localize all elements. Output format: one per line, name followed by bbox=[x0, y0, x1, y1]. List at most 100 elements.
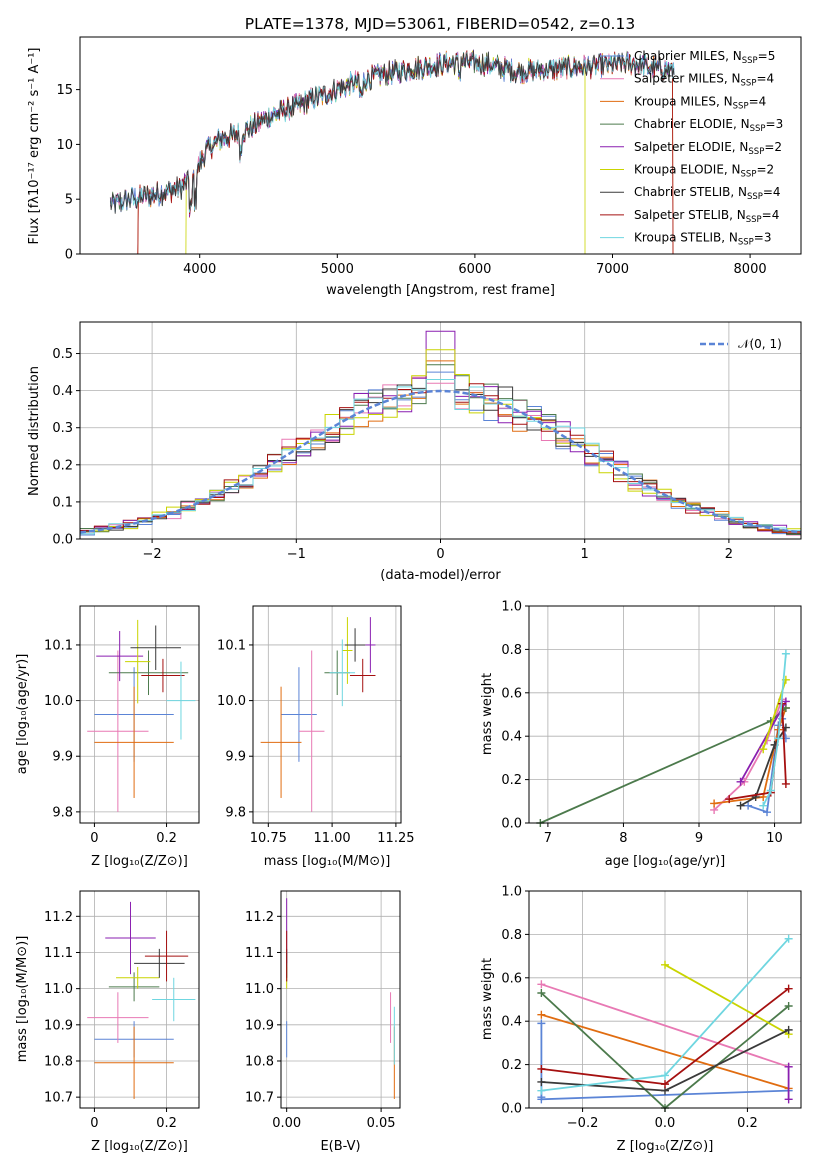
legend-label-main: Salpeter MILES, N bbox=[634, 72, 741, 86]
legend-label-2: Kroupa MILES, NSSP=4 bbox=[634, 94, 766, 111]
legend-label-sub: SSP bbox=[750, 124, 766, 134]
histogram-legend: 𝒩(0, 1) bbox=[700, 337, 782, 351]
y-tick-label: 0.5 bbox=[52, 347, 73, 362]
y-tick-label: 11.2 bbox=[44, 910, 73, 925]
weight-marker-0 bbox=[537, 1095, 546, 1104]
weight-line-8 bbox=[762, 653, 787, 807]
x-tick-label: 8000 bbox=[734, 262, 767, 277]
legend-label-main: Kroupa STELIB, N bbox=[634, 231, 738, 245]
weight-marker-1 bbox=[537, 980, 546, 989]
weight-line-1 bbox=[541, 983, 789, 1068]
legend-label-6: Chabrier STELIB, NSSP=4 bbox=[634, 185, 781, 202]
age-weight-lines bbox=[536, 649, 790, 827]
weight-line-6 bbox=[740, 727, 787, 807]
weight-marker-6 bbox=[736, 801, 745, 810]
x-tick-label: −1 bbox=[287, 547, 306, 562]
weight-marker-8 bbox=[774, 734, 783, 743]
legend-label-4: Salpeter ELODIE, NSSP=2 bbox=[634, 140, 782, 157]
y-tick-label: 10.7 bbox=[245, 1091, 274, 1106]
x-tick-label: 2 bbox=[725, 547, 733, 562]
z-weight-frame bbox=[528, 890, 802, 1109]
y-tick-label: 10.0 bbox=[44, 694, 73, 709]
histogram-ticks: −2 −1 0 1 2 0.0 0.1 0.2 0.3 0.4 0.5 bbox=[52, 347, 733, 562]
legend-label-suffix: =4 bbox=[762, 208, 780, 222]
figure-title: PLATE=1378, MJD=53061, FIBERID=0542, z=0… bbox=[245, 15, 635, 33]
spectrum-xlabel: wavelength [Angstrom, rest frame] bbox=[326, 283, 555, 298]
y-tick-label: 10.1 bbox=[44, 638, 73, 653]
weight-marker-0 bbox=[763, 808, 771, 817]
x-tick-label: −2 bbox=[143, 547, 162, 562]
z-mass-grid bbox=[80, 891, 199, 1108]
weight-marker-7 bbox=[537, 1064, 546, 1073]
legend-label-main: Salpeter ELODIE, N bbox=[634, 140, 748, 154]
weight-marker-5 bbox=[759, 745, 768, 754]
mass-age-errorbars bbox=[260, 617, 376, 812]
legend-label-suffix: =4 bbox=[763, 185, 781, 199]
y-tick-label: 5 bbox=[65, 193, 73, 208]
age-weight-ylabel: mass weight bbox=[480, 673, 495, 755]
spectrum-line-7 bbox=[137, 50, 674, 254]
x-tick-label: 10.75 bbox=[250, 831, 287, 846]
x-tick-label: 0 bbox=[90, 831, 98, 846]
weight-marker-4 bbox=[784, 1095, 793, 1104]
z-mass-errorbars bbox=[87, 901, 196, 1099]
spectrum-line-6 bbox=[109, 50, 675, 214]
legend-label-sub: SSP bbox=[747, 192, 763, 202]
x-tick-label: 5000 bbox=[321, 262, 354, 277]
x-tick-label: −0.2 bbox=[567, 1116, 599, 1131]
weight-marker-7 bbox=[725, 795, 734, 804]
y-tick-label: 10.0 bbox=[217, 694, 246, 709]
y-tick-label: 10.9 bbox=[44, 1018, 73, 1033]
z-mass-xlabel: Z [log₁₀(Z/Z⊙)] bbox=[91, 1139, 188, 1154]
y-tick-label: 11.0 bbox=[245, 982, 274, 997]
mass-age-ticks: 10.75 11.00 11.25 9.8 9.9 10.0 10.1 bbox=[217, 638, 414, 846]
y-tick-label: 0.0 bbox=[501, 1102, 522, 1117]
weight-marker-8 bbox=[784, 934, 793, 943]
y-tick-label: 11.1 bbox=[245, 946, 274, 961]
z-weight-ylabel: mass weight bbox=[480, 958, 495, 1040]
y-tick-label: 0.1 bbox=[52, 495, 73, 510]
z-age-frame bbox=[79, 605, 200, 824]
y-tick-label: 1.0 bbox=[501, 885, 522, 900]
weight-marker-5 bbox=[661, 960, 669, 969]
legend-label-8: Kroupa STELIB, NSSP=3 bbox=[634, 231, 772, 248]
legend-label-sub: SSP bbox=[748, 147, 764, 157]
y-tick-label: 11.1 bbox=[44, 946, 73, 961]
y-tick-label: 11.2 bbox=[245, 910, 274, 925]
y-tick-label: 10 bbox=[56, 138, 73, 153]
y-tick-label: 10.1 bbox=[217, 638, 246, 653]
legend-label-sub: SSP bbox=[741, 170, 757, 180]
y-tick-label: 0.2 bbox=[501, 773, 522, 788]
y-tick-label: 0.6 bbox=[501, 686, 522, 701]
x-tick-label: 6000 bbox=[458, 262, 491, 277]
y-tick-label: 10.9 bbox=[245, 1018, 274, 1033]
y-tick-label: 9.8 bbox=[52, 805, 73, 820]
x-tick-label: 7000 bbox=[596, 262, 629, 277]
weight-marker-8 bbox=[537, 1086, 546, 1095]
weight-marker-8 bbox=[781, 649, 790, 658]
legend-label-sub: SSP bbox=[742, 56, 758, 66]
weight-marker-4 bbox=[736, 777, 745, 786]
z-age-panel: 0 0.2 9.8 9.9 10.0 10.1 Z [log₁₀(Z/Z⊙)] age [… bbox=[15, 605, 200, 869]
y-tick-label: 0.2 bbox=[52, 458, 73, 473]
x-tick-label: 11.25 bbox=[377, 831, 414, 846]
legend-label-suffix: =3 bbox=[766, 117, 784, 131]
weight-marker-8 bbox=[661, 1071, 669, 1080]
y-tick-label: 0.2 bbox=[501, 1058, 522, 1073]
y-tick-label: 0.8 bbox=[501, 643, 522, 658]
histogram-bars bbox=[79, 330, 802, 539]
spectrum-ylabel: Flux [fλ10⁻¹⁷ erg cm⁻² s⁻¹ A⁻¹] bbox=[27, 48, 42, 245]
legend-label-suffix: =5 bbox=[758, 49, 776, 63]
weight-line-5 bbox=[664, 964, 790, 1035]
z-mass-ylabel: mass [log₁₀(M/M⊙)] bbox=[15, 936, 30, 1063]
legend-label-1: Salpeter MILES, NSSP=4 bbox=[634, 72, 774, 89]
x-tick-label: 4000 bbox=[183, 262, 216, 277]
legend-label-sub: SSP bbox=[733, 101, 749, 111]
y-tick-label: 1.0 bbox=[501, 600, 522, 615]
y-tick-label: 0.6 bbox=[501, 971, 522, 986]
z-mass-panel: 0 0.2 10.7 10.8 10.9 11.0 11.1 11.2 Z [log₁₀(Z/… bbox=[15, 890, 200, 1154]
legend-label-main: Chabrier ELODIE, N bbox=[634, 117, 750, 131]
x-tick-label: 9 bbox=[695, 831, 703, 846]
weight-line-4 bbox=[739, 701, 787, 783]
